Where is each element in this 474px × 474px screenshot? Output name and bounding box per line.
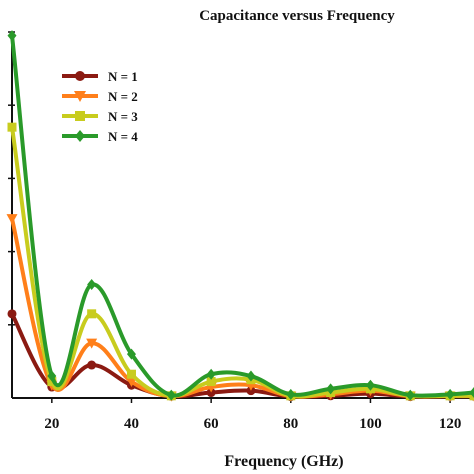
data-point <box>246 370 256 382</box>
data-point <box>405 389 415 401</box>
legend-marker <box>74 91 86 102</box>
data-point <box>286 388 296 400</box>
x-tick-label: 20 <box>44 416 59 432</box>
series-4 <box>7 30 474 401</box>
data-point <box>87 279 97 291</box>
data-point <box>87 309 97 319</box>
legend-item: N = 2 <box>62 89 138 104</box>
series-layer <box>6 30 474 402</box>
data-point <box>445 388 455 400</box>
data-point <box>469 387 474 399</box>
x-tick-label: 80 <box>283 416 298 432</box>
legend: N = 1 N = 2 N = 3 N = 4 <box>62 69 138 144</box>
legend-item: N = 4 <box>62 129 138 144</box>
data-point <box>87 360 97 370</box>
legend-label: N = 3 <box>108 109 138 124</box>
data-point <box>206 377 216 387</box>
legend-marker <box>75 130 85 142</box>
data-point <box>6 214 18 225</box>
data-point <box>126 348 136 360</box>
data-point <box>326 383 336 395</box>
x-tick-label: 120 <box>439 416 462 432</box>
data-point <box>365 379 375 391</box>
legend-label: N = 4 <box>108 129 138 144</box>
data-point <box>7 309 17 319</box>
chart-title: Capacitance versus Frequency <box>199 8 395 24</box>
legend-label: N = 1 <box>108 69 138 84</box>
data-point <box>7 122 17 132</box>
legend-marker <box>75 71 85 81</box>
x-axis-label: Frequency (GHz) <box>224 453 343 470</box>
data-point <box>469 391 474 401</box>
legend-item: N = 1 <box>62 69 138 84</box>
axes: 20 40 60 80 100 120 <box>8 31 474 432</box>
data-point <box>166 389 176 401</box>
data-point <box>7 30 17 42</box>
x-tick-label: 40 <box>124 416 139 432</box>
data-point <box>47 370 57 382</box>
legend-item: N = 3 <box>62 109 138 124</box>
series-line <box>10 35 474 398</box>
x-tick-label: 60 <box>204 416 219 432</box>
legend-marker <box>75 111 85 121</box>
data-point <box>86 338 98 349</box>
data-point <box>206 368 216 380</box>
data-point <box>126 369 136 379</box>
legend-label: N = 2 <box>108 89 138 104</box>
x-tick-label: 100 <box>359 416 382 432</box>
